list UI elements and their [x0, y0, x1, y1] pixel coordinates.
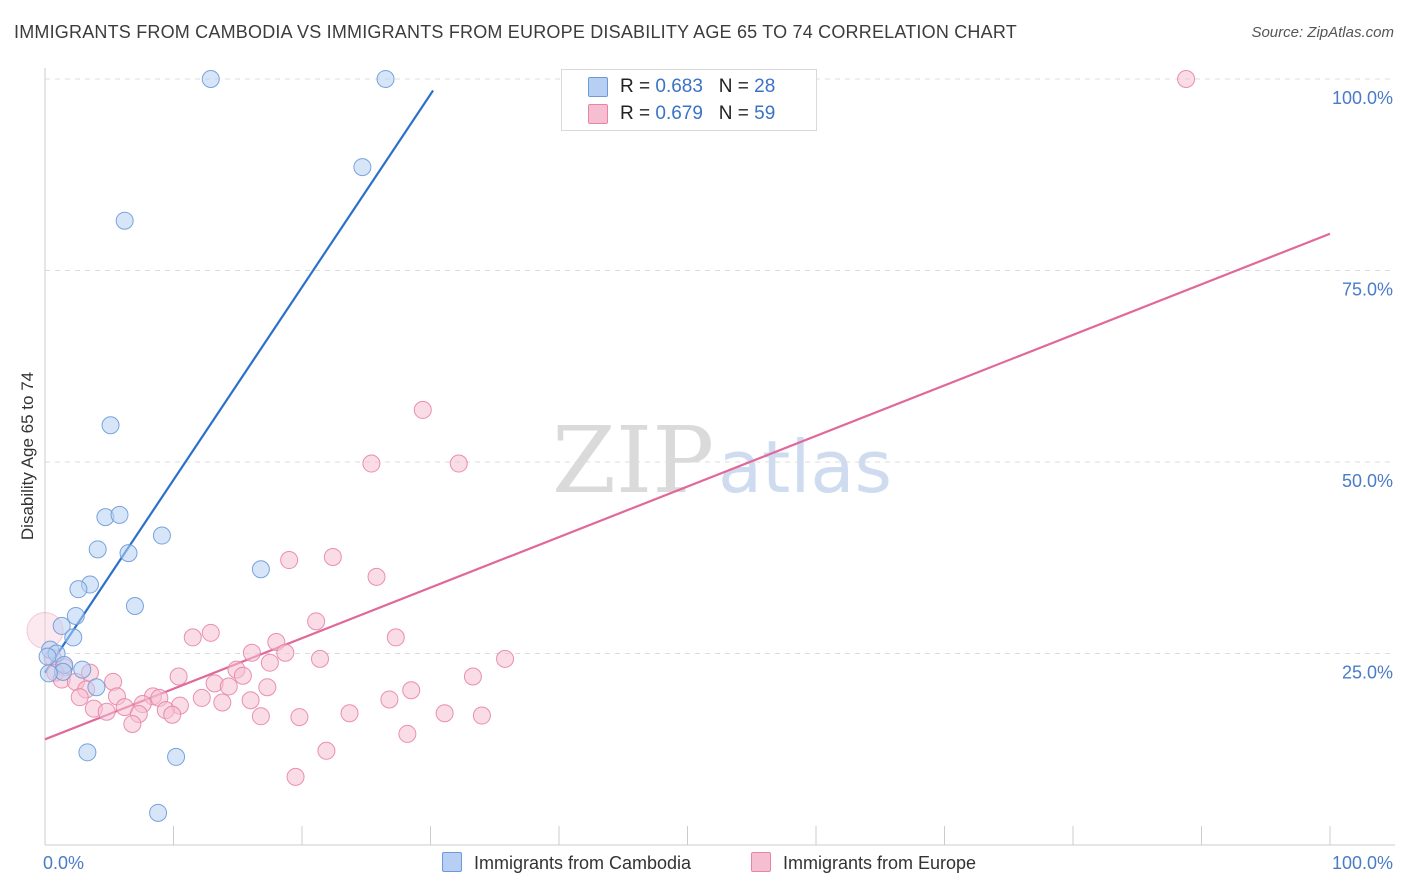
- n-value-cambodia: 28: [754, 76, 776, 97]
- europe-legend-swatch: [751, 852, 771, 872]
- point-cambodia: [125, 597, 144, 616]
- point-cambodia: [52, 616, 71, 635]
- point-europe: [163, 705, 182, 724]
- watermark-zip: ZIP: [552, 407, 714, 514]
- point-europe: [286, 767, 305, 786]
- n-label: N =: [718, 76, 755, 97]
- x-tick-label: 0.0%: [43, 853, 84, 873]
- point-europe: [192, 688, 211, 707]
- point-europe: [340, 704, 359, 723]
- point-cambodia: [88, 540, 107, 559]
- point-cambodia: [64, 628, 83, 647]
- point-europe: [280, 551, 299, 570]
- y-tick-label: 100.0%: [1332, 88, 1393, 108]
- trend-line-cambodia: [44, 89, 434, 674]
- point-europe: [307, 612, 326, 631]
- legend-label-europe: Immigrants from Europe: [783, 853, 977, 873]
- point-cambodia: [66, 606, 85, 625]
- point-europe: [496, 649, 515, 668]
- chart-title: IMMIGRANTS FROM CAMBODIA VS IMMIGRANTS F…: [14, 22, 1017, 42]
- point-europe: [323, 547, 342, 566]
- legend-item-europe[interactable]: Immigrants from Europe: [751, 852, 976, 874]
- point-europe: [367, 567, 386, 586]
- point-europe: [213, 693, 232, 712]
- point-cambodia: [201, 70, 220, 88]
- point-cambodia: [353, 158, 372, 177]
- point-cambodia: [69, 580, 88, 599]
- point-europe: [183, 628, 202, 647]
- point-cambodia: [110, 505, 129, 524]
- point-europe: [1177, 70, 1196, 88]
- r-label: R =: [620, 103, 656, 124]
- point-europe: [123, 714, 142, 733]
- watermark-atlas: atlas: [718, 425, 892, 509]
- point-europe: [472, 706, 491, 725]
- point-europe: [386, 628, 405, 647]
- point-cambodia: [119, 544, 138, 563]
- point-cambodia: [251, 560, 270, 579]
- point-europe: [70, 688, 89, 707]
- stats-legend: R = 0.683 N = 28 R = 0.679 N = 59: [561, 69, 817, 131]
- point-europe: [398, 724, 417, 743]
- point-europe: [258, 678, 277, 697]
- point-europe: [362, 454, 381, 473]
- point-europe: [276, 643, 295, 662]
- n-value-europe: 59: [754, 103, 776, 124]
- point-europe: [260, 653, 279, 672]
- r-label: R =: [620, 76, 656, 97]
- point-cambodia: [115, 211, 134, 230]
- point-europe: [310, 649, 329, 668]
- y-tick-label: 50.0%: [1342, 471, 1393, 491]
- point-europe: [241, 691, 260, 710]
- point-cambodia: [167, 747, 186, 766]
- point-europe: [97, 702, 116, 721]
- point-cambodia: [87, 678, 106, 697]
- y-tick-label: 75.0%: [1342, 280, 1393, 300]
- point-cambodia: [376, 70, 395, 88]
- point-europe: [463, 667, 482, 686]
- point-europe: [169, 667, 188, 686]
- point-cambodia: [38, 647, 57, 666]
- europe-swatch: [588, 104, 608, 124]
- legend-item-cambodia[interactable]: Immigrants from Cambodia: [442, 852, 691, 874]
- legend-label-cambodia: Immigrants from Cambodia: [474, 853, 692, 873]
- point-europe: [242, 643, 261, 662]
- point-europe: [435, 704, 454, 723]
- point-cambodia: [152, 526, 171, 545]
- point-europe: [251, 707, 270, 726]
- point-europe: [413, 400, 432, 419]
- source-label: Source: ZipAtlas.com: [1251, 24, 1394, 41]
- n-label: N =: [718, 103, 755, 124]
- y-tick-label: 25.0%: [1342, 663, 1393, 683]
- point-cambodia: [73, 660, 92, 679]
- point-cambodia: [39, 664, 58, 683]
- point-europe: [402, 681, 421, 700]
- point-europe: [317, 741, 336, 760]
- point-europe: [219, 677, 238, 696]
- r-value-cambodia: 0.683: [655, 76, 703, 97]
- x-tick-label: 100.0%: [1332, 853, 1393, 873]
- cambodia-legend-swatch: [442, 852, 462, 872]
- point-europe: [201, 623, 220, 642]
- point-cambodia: [78, 743, 97, 762]
- point-europe: [449, 454, 468, 473]
- cambodia-swatch: [588, 77, 608, 97]
- point-europe: [233, 666, 252, 685]
- r-value-europe: 0.679: [655, 103, 703, 124]
- point-cambodia: [149, 803, 168, 822]
- point-europe: [290, 708, 309, 727]
- point-cambodia: [101, 416, 120, 435]
- point-europe: [380, 690, 399, 709]
